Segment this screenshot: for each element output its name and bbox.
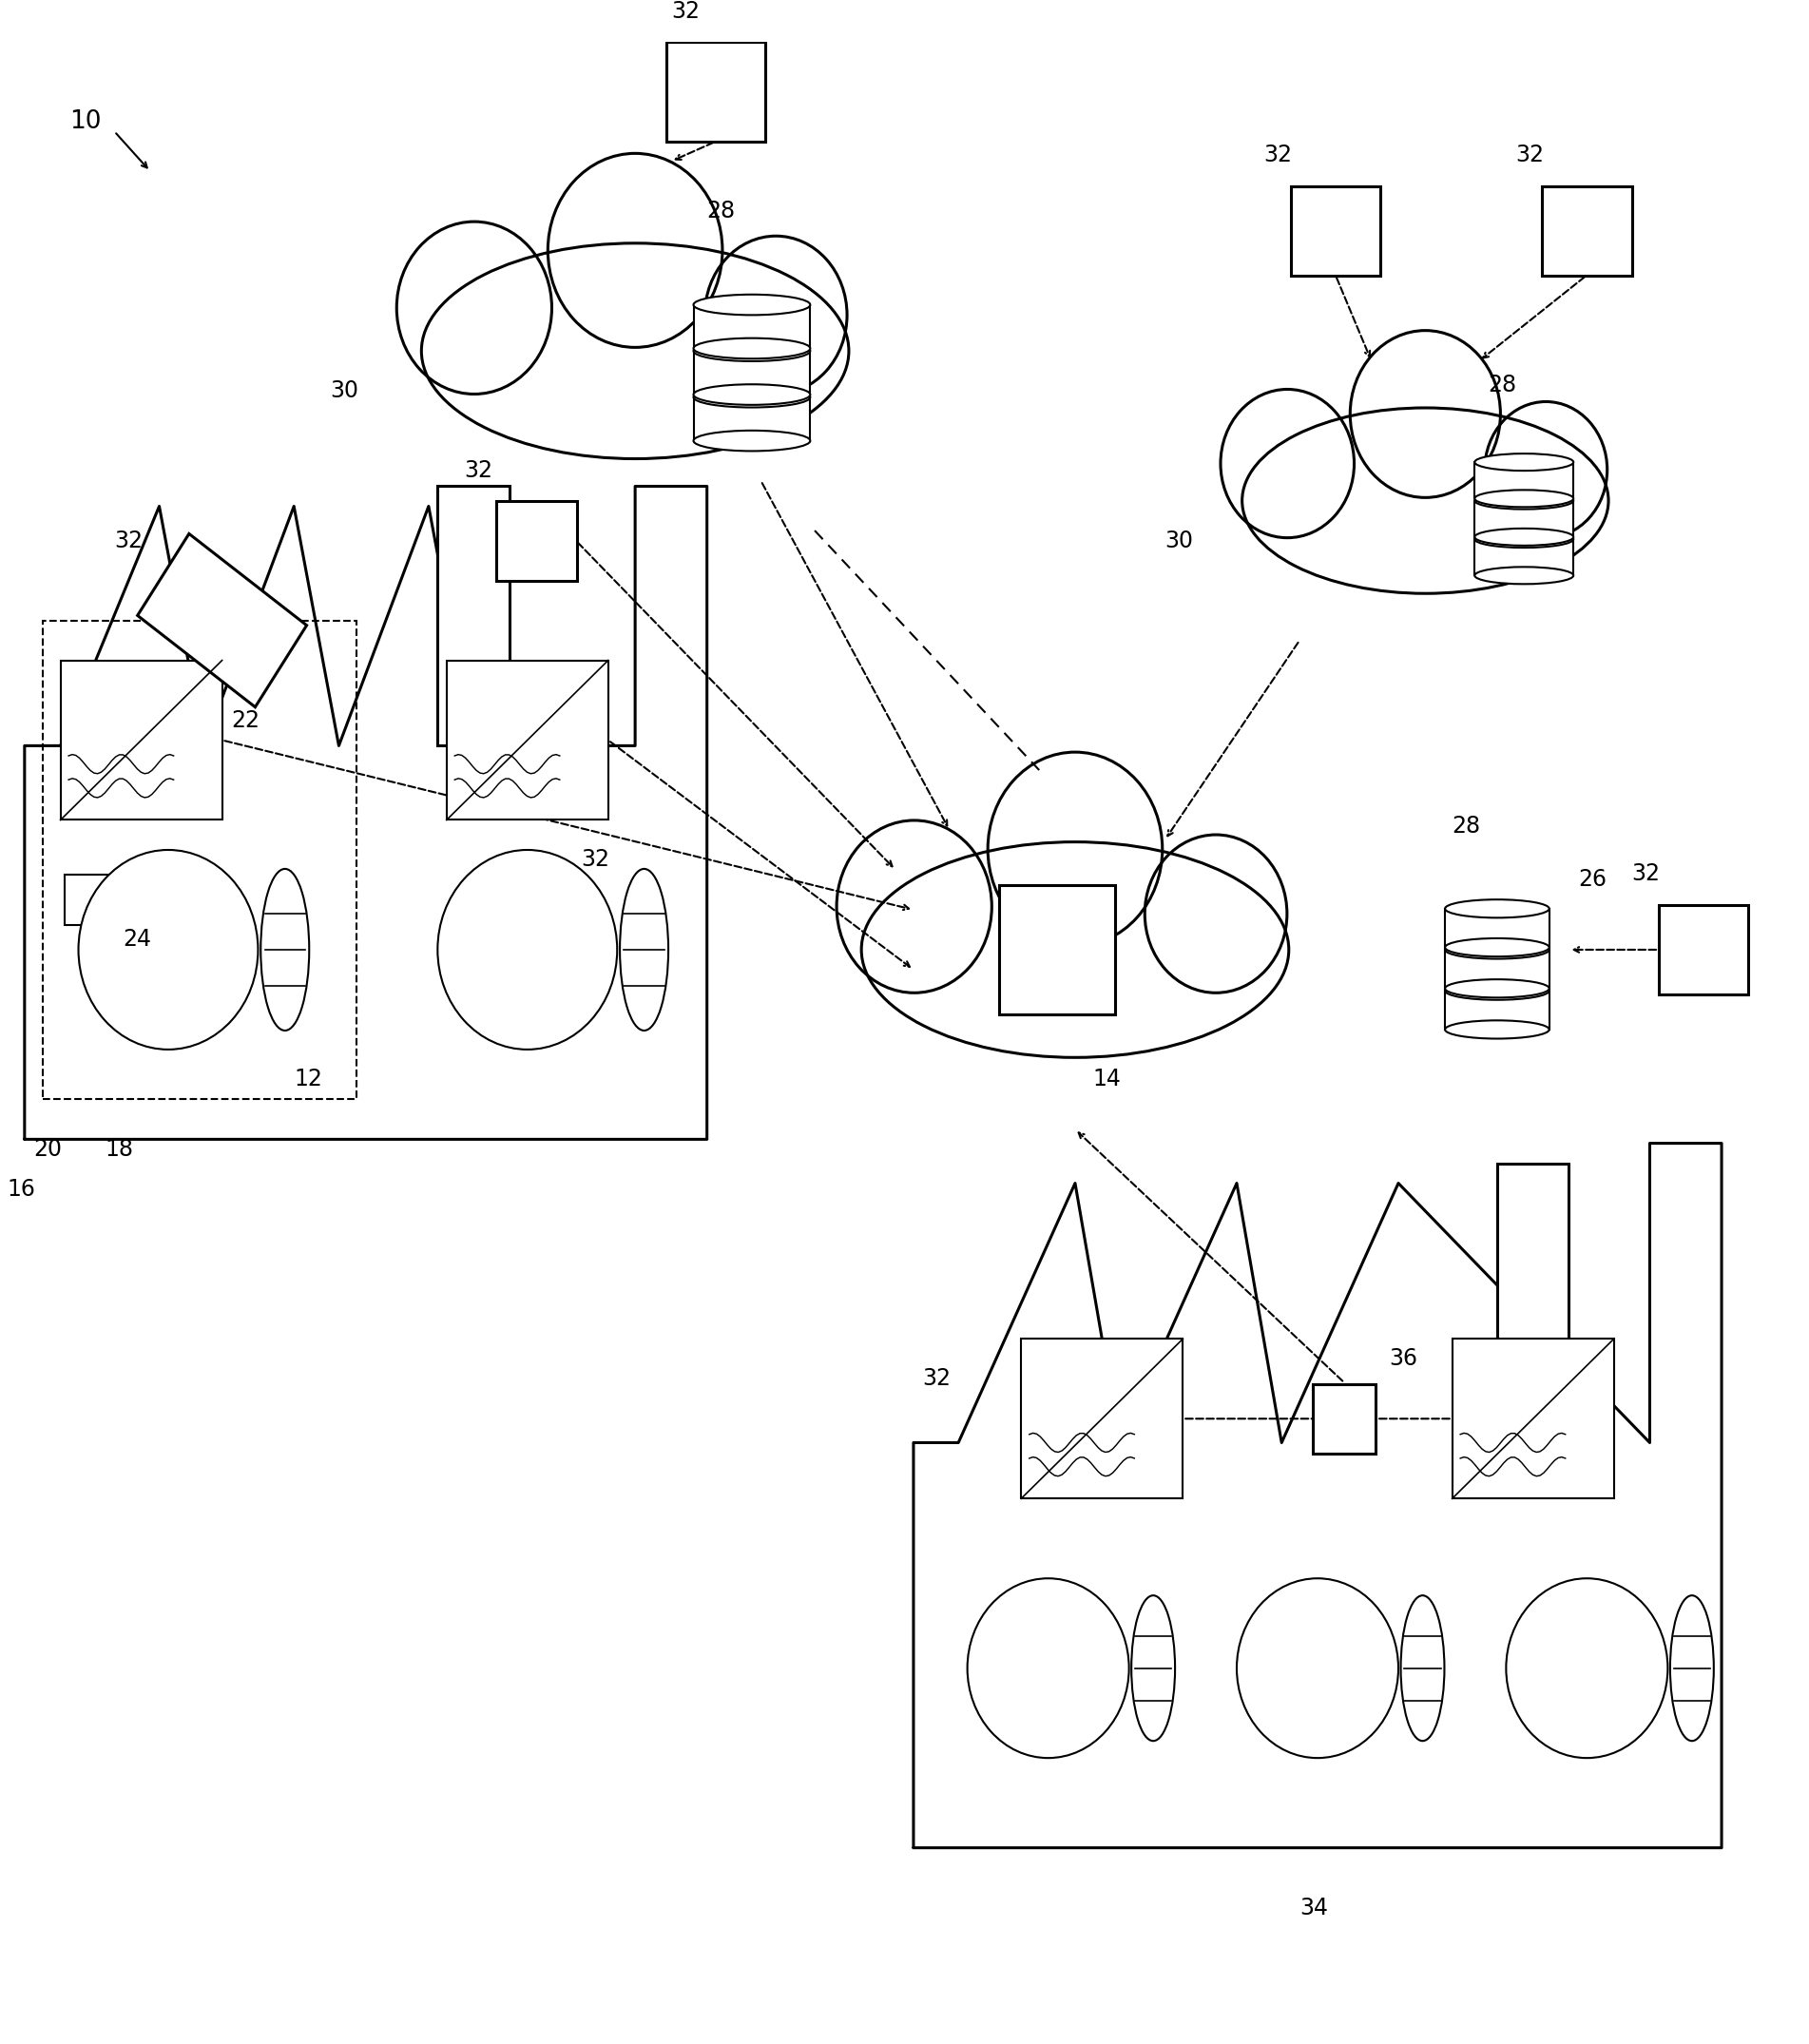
Text: 26: 26 (1577, 869, 1606, 891)
Ellipse shape (1445, 938, 1549, 957)
Circle shape (438, 850, 617, 1049)
Ellipse shape (693, 384, 810, 405)
Text: 28: 28 (1489, 374, 1516, 397)
Text: 22: 22 (232, 709, 260, 732)
Circle shape (1485, 403, 1606, 538)
Text: 32: 32 (923, 1367, 952, 1390)
Text: 24: 24 (123, 928, 152, 950)
Bar (1474, 540, 1574, 576)
Ellipse shape (1445, 940, 1549, 959)
Bar (1453, 1339, 1614, 1498)
Ellipse shape (1445, 981, 1549, 1000)
Text: 32: 32 (581, 848, 610, 871)
Circle shape (1221, 388, 1355, 538)
Ellipse shape (1474, 491, 1574, 507)
Bar (1022, 1339, 1183, 1498)
Ellipse shape (1474, 529, 1574, 546)
Ellipse shape (1131, 1596, 1176, 1741)
Bar (1445, 910, 1549, 948)
Ellipse shape (620, 869, 668, 1030)
Ellipse shape (693, 386, 810, 407)
Bar (447, 660, 608, 820)
Circle shape (1237, 1578, 1398, 1758)
Bar (43, 621, 356, 1100)
Bar (65, 875, 110, 924)
Ellipse shape (1474, 531, 1574, 548)
Bar (693, 305, 810, 347)
Bar (1290, 186, 1380, 276)
Bar (999, 885, 1116, 1014)
Ellipse shape (1670, 1596, 1713, 1741)
Text: 12: 12 (293, 1069, 322, 1091)
Ellipse shape (693, 341, 810, 362)
Circle shape (836, 820, 991, 993)
Circle shape (78, 850, 259, 1049)
Text: 20: 20 (34, 1139, 62, 1161)
Bar (496, 501, 577, 580)
Ellipse shape (1400, 1596, 1444, 1741)
Text: 28: 28 (1453, 816, 1482, 838)
Ellipse shape (693, 294, 810, 315)
Bar (438, 486, 510, 746)
Ellipse shape (693, 431, 810, 452)
Bar (1541, 186, 1632, 276)
Ellipse shape (1445, 979, 1549, 997)
Bar (1474, 501, 1574, 538)
Ellipse shape (421, 243, 848, 458)
Ellipse shape (861, 842, 1288, 1057)
Bar (508, 869, 546, 912)
Bar (693, 397, 810, 442)
Circle shape (396, 221, 552, 394)
Circle shape (1350, 331, 1500, 497)
Ellipse shape (1474, 454, 1574, 470)
Text: 16: 16 (7, 1177, 34, 1200)
Bar (666, 41, 765, 141)
Text: 32: 32 (1632, 863, 1661, 885)
Circle shape (988, 752, 1163, 946)
Ellipse shape (1445, 1020, 1549, 1038)
Bar (60, 660, 223, 820)
Text: 10: 10 (69, 108, 101, 133)
Text: 32: 32 (465, 460, 494, 482)
Circle shape (968, 1578, 1129, 1758)
Ellipse shape (260, 869, 309, 1030)
Ellipse shape (693, 337, 810, 358)
Circle shape (1507, 1578, 1668, 1758)
Bar (1445, 950, 1549, 989)
Text: 32: 32 (1264, 143, 1292, 168)
Ellipse shape (1474, 493, 1574, 509)
Bar (693, 352, 810, 394)
Text: 34: 34 (1299, 1897, 1328, 1919)
Text: 32: 32 (1516, 143, 1543, 168)
Text: 18: 18 (105, 1139, 134, 1161)
Circle shape (548, 153, 722, 347)
Text: 30: 30 (329, 380, 358, 403)
Circle shape (1145, 834, 1286, 993)
Bar (1498, 1163, 1568, 1443)
Text: 30: 30 (1165, 529, 1194, 552)
Text: 32: 32 (671, 0, 700, 22)
Ellipse shape (1474, 566, 1574, 585)
Ellipse shape (1445, 899, 1549, 918)
Bar (1474, 462, 1574, 499)
Text: 14: 14 (1093, 1069, 1122, 1091)
Ellipse shape (1243, 409, 1608, 593)
Polygon shape (137, 533, 308, 707)
Bar (1445, 991, 1549, 1030)
Bar (1659, 905, 1749, 995)
Text: 36: 36 (1389, 1347, 1418, 1369)
Text: 28: 28 (707, 200, 736, 223)
Text: 32: 32 (114, 529, 143, 552)
Circle shape (706, 235, 847, 394)
Bar (1313, 1384, 1377, 1453)
